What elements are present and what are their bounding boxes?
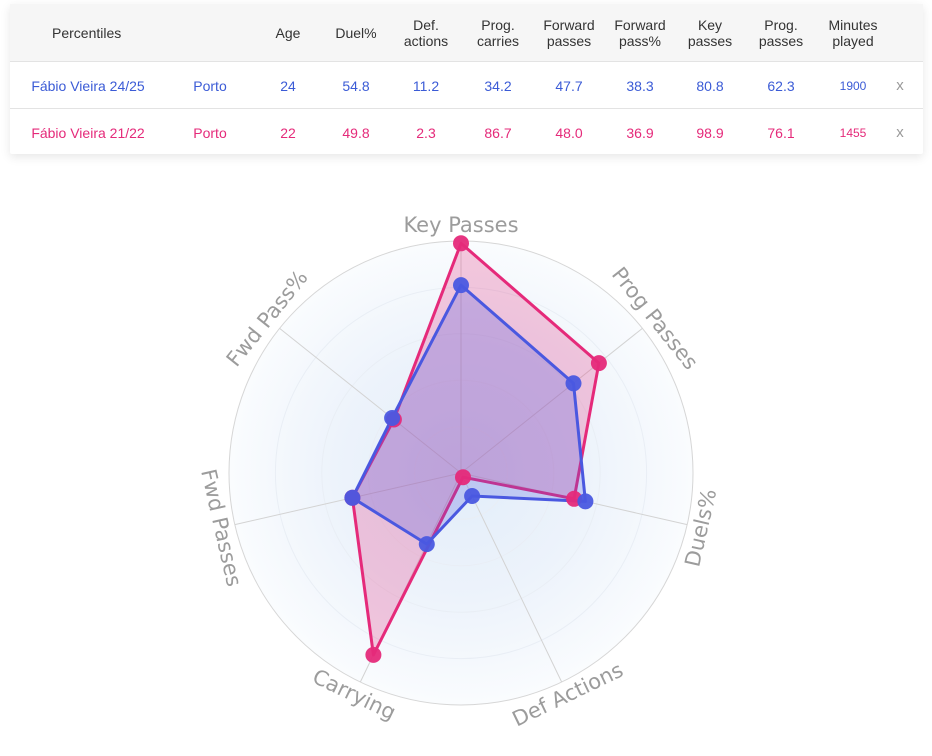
- forward-passes-value: 47.7: [555, 77, 583, 94]
- column-header-label: Minutes played: [828, 16, 878, 49]
- column-header-key-passes[interactable]: Key passes: [677, 4, 743, 61]
- column-header-percentiles[interactable]: Percentiles: [24, 4, 180, 61]
- data-point: [344, 489, 361, 506]
- forward-pass-pct-value: 36.9: [626, 124, 654, 141]
- data-point: [365, 646, 382, 663]
- forward-passes-value: 48.0: [555, 124, 583, 141]
- prog-carries-value: 34.2: [484, 77, 512, 94]
- radar-spoke: [279, 327, 462, 474]
- column-header-label: Forward passes: [543, 16, 595, 49]
- club-name: Porto: [193, 77, 227, 94]
- column-header-age[interactable]: Age: [258, 4, 318, 61]
- axis-label: Key Passes: [403, 213, 518, 237]
- prog-carries-value: 86.7: [484, 124, 512, 141]
- prog-passes-value: 62.3: [767, 77, 795, 94]
- column-header-duel[interactable]: Duel%: [326, 4, 386, 61]
- column-header-label: Prog. carries: [476, 16, 519, 49]
- data-point: [453, 277, 469, 294]
- column-header-club: [180, 4, 240, 61]
- table-row: Fábio Vieira 21/22 Porto 22 49.8 2.3 86.…: [10, 108, 923, 156]
- column-header-prog-carries[interactable]: Prog. carries: [465, 4, 531, 61]
- column-header-prog-passes[interactable]: Prog. passes: [748, 4, 814, 61]
- age-value: 22: [280, 124, 296, 141]
- table-header: Percentiles Age Duel% Def. actions Prog.…: [10, 4, 923, 61]
- series-area: [350, 241, 601, 657]
- remove-row-button[interactable]: x: [896, 124, 904, 141]
- column-header-label: Forward pass%: [614, 16, 666, 49]
- data-point: [577, 493, 594, 510]
- key-passes-value: 80.8: [696, 77, 724, 94]
- radar-spoke: [460, 472, 563, 683]
- def-actions-value: 2.3: [416, 124, 436, 141]
- duel-value: 49.8: [342, 124, 370, 141]
- column-header-label: Percentiles: [52, 24, 122, 41]
- def-actions-value: 11.2: [412, 77, 440, 94]
- player-name[interactable]: Fábio Vieira 24/25: [31, 77, 145, 94]
- comparison-table: Percentiles Age Duel% Def. actions Prog.…: [10, 4, 923, 154]
- age-value: 24: [280, 77, 296, 94]
- column-header-label: Def. actions: [403, 16, 449, 49]
- minutes-value: 1455: [839, 125, 867, 140]
- data-point: [384, 410, 401, 426]
- player-name[interactable]: Fábio Vieira 21/22: [31, 124, 145, 141]
- series-area: [350, 283, 587, 546]
- remove-row-button[interactable]: x: [896, 77, 904, 94]
- radar-spoke: [460, 327, 643, 474]
- data-point: [590, 355, 607, 372]
- table-row: Fábio Vieira 24/25 Porto 24 54.8 11.2 34…: [10, 61, 923, 109]
- column-header-label: Key passes: [687, 16, 733, 49]
- key-passes-value: 98.9: [696, 124, 724, 141]
- data-point: [565, 375, 582, 392]
- column-header-def-actions[interactable]: Def. actions: [393, 4, 459, 61]
- data-point: [455, 469, 471, 486]
- column-header-label: Age: [275, 24, 301, 41]
- column-header-forward-passes[interactable]: Forward passes: [536, 4, 602, 61]
- club-name: Porto: [193, 124, 227, 141]
- data-point: [418, 536, 435, 553]
- prog-passes-value: 76.1: [767, 124, 795, 141]
- data-point: [453, 235, 469, 252]
- column-header-forward-pass-pct[interactable]: Forward pass%: [607, 4, 673, 61]
- minutes-value: 1900: [839, 78, 867, 93]
- duel-value: 54.8: [342, 77, 370, 94]
- column-header-label: Prog. passes: [758, 16, 804, 49]
- column-header-minutes-played[interactable]: Minutes played: [818, 4, 888, 61]
- forward-pass-pct-value: 38.3: [626, 77, 654, 94]
- column-header-label: Duel%: [335, 24, 377, 41]
- data-point: [464, 488, 481, 504]
